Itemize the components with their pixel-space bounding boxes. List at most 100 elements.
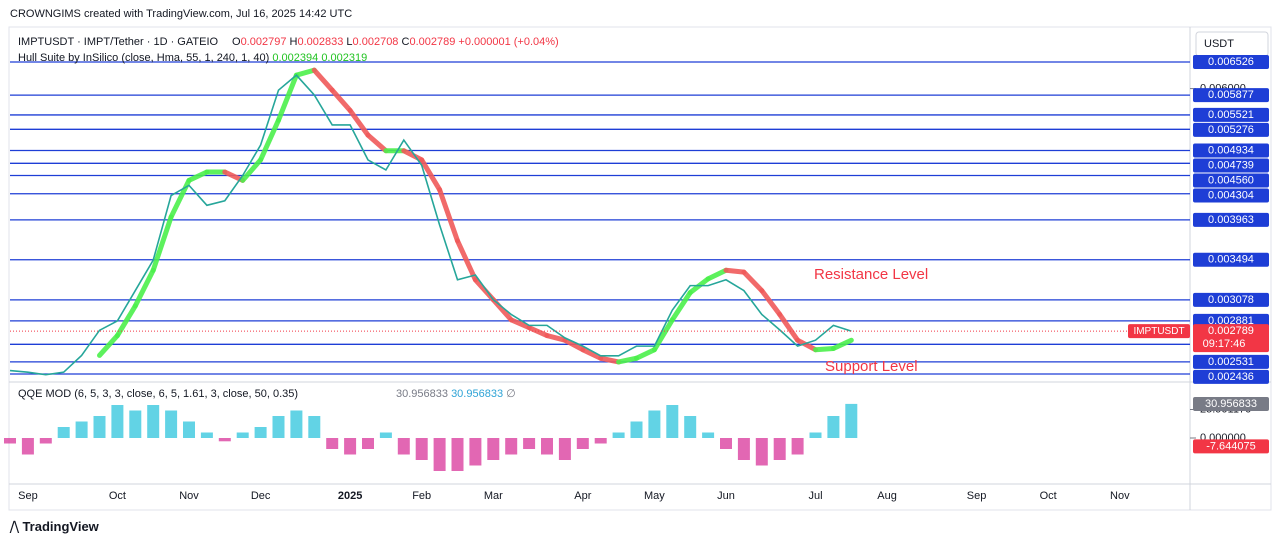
x-tick-label: 2025 xyxy=(338,490,362,502)
x-tick-label: Jul xyxy=(808,490,822,502)
level-label: 0.004304 xyxy=(1208,189,1254,201)
qqe-bar xyxy=(129,410,142,438)
qqe-legend: QQE MOD (6, 5, 3, 3, close, 6, 5, 1.61, … xyxy=(18,388,298,400)
price-line xyxy=(9,74,852,376)
x-tick-label: Oct xyxy=(1040,490,1057,502)
hull-segment xyxy=(723,267,747,275)
qqe-bar xyxy=(773,438,786,460)
level-label-bg xyxy=(1193,88,1269,103)
qqe-bar xyxy=(487,438,500,460)
qqe-bar xyxy=(4,438,16,444)
qqe-bar xyxy=(469,438,482,466)
qqe-bar xyxy=(648,410,661,438)
last-label-bg xyxy=(1193,439,1269,454)
last-label: 30.956833 xyxy=(1205,398,1257,410)
level-label-bg xyxy=(1193,188,1269,203)
level-label-bg xyxy=(1193,212,1269,227)
hull-segment xyxy=(258,117,281,163)
qqe-bar xyxy=(344,438,357,455)
level-label: 0.002881 xyxy=(1208,315,1254,327)
frame xyxy=(8,26,1272,511)
qqe-bar xyxy=(630,421,643,438)
qqe-bar xyxy=(147,405,160,438)
hull-segment xyxy=(598,355,622,365)
qqe-bar xyxy=(791,438,804,455)
level-label: 0.005521 xyxy=(1208,109,1254,121)
level-label: 0.002436 xyxy=(1208,371,1254,383)
ohlc: O0.002797 H0.002833 L0.002708 C0.002789 … xyxy=(232,36,559,48)
hull-segment xyxy=(669,290,693,323)
qqe-bar xyxy=(433,438,446,471)
x-tick-label: Sep xyxy=(18,490,38,502)
hull-segment xyxy=(365,132,389,154)
level-label: 0.005877 xyxy=(1208,89,1254,101)
level-label-bg xyxy=(1193,143,1269,158)
qqe-bar xyxy=(236,432,249,438)
level-label-bg xyxy=(1193,122,1269,137)
level-label-bg xyxy=(1193,158,1269,173)
qqe-bar xyxy=(111,405,124,438)
hull-segment xyxy=(705,267,729,282)
hull-segment xyxy=(132,267,156,309)
last-price: 0.002789 xyxy=(1208,325,1254,337)
qqe-bar xyxy=(75,421,88,438)
level-label-bg xyxy=(1193,292,1269,307)
hull-segment xyxy=(293,67,317,78)
credit: CROWNGIMS created with TradingView.com, … xyxy=(10,8,352,20)
x-tick-label: Dec xyxy=(251,490,271,502)
qqe-bar xyxy=(594,438,607,444)
hull-legend: Hull Suite by InSilico (close, Hma, 55, … xyxy=(18,52,367,64)
hull-segment xyxy=(544,333,568,343)
qqe-bar xyxy=(397,438,410,455)
hull-segment xyxy=(562,337,586,353)
currency[interactable]: USDT xyxy=(1204,38,1234,50)
resistance-label: Resistance Level xyxy=(814,266,928,283)
hull-segment xyxy=(651,317,675,353)
qqe-bar xyxy=(200,432,213,438)
qqe-bar xyxy=(523,438,536,449)
hull-segment xyxy=(634,347,657,361)
x-tick-label: May xyxy=(644,490,665,502)
hull-segment xyxy=(777,311,801,343)
x-tick-label: Oct xyxy=(109,490,126,502)
level-label-bg xyxy=(1193,54,1269,69)
x-tick-label: Nov xyxy=(179,490,199,502)
qqe-bar xyxy=(720,438,732,449)
qqe-bar xyxy=(218,438,231,442)
hull-segment xyxy=(240,157,264,183)
x-tick-label: Aug xyxy=(877,490,897,502)
qqe-bar xyxy=(165,410,178,438)
hull-segment xyxy=(795,337,818,353)
qqe-bar xyxy=(451,438,464,471)
last-name-bg xyxy=(1128,324,1190,339)
x-tick-label: Feb xyxy=(412,490,431,502)
qqe-bar xyxy=(290,410,303,438)
hull-segment xyxy=(114,303,138,339)
level-label-bg xyxy=(1193,173,1269,188)
qqe-bar xyxy=(57,427,70,438)
qqe-bar xyxy=(558,438,571,460)
hull-segment xyxy=(813,346,836,353)
qqe-bar xyxy=(308,416,321,438)
hull-segment xyxy=(455,238,478,283)
last-label-bg xyxy=(1193,396,1269,411)
qqe-bar xyxy=(183,421,195,438)
hull-segment xyxy=(97,333,120,358)
qqe-bar xyxy=(684,416,697,438)
level-label: 0.006526 xyxy=(1208,56,1254,68)
qqe-bar xyxy=(505,438,518,455)
x-tick-label: Apr xyxy=(574,490,591,502)
level-label: 0.003494 xyxy=(1208,254,1254,266)
qqe-bar xyxy=(809,432,822,438)
symbol: IMPTUSDT · IMPT/Tether · 1D · GATEIO xyxy=(18,36,219,48)
level-label-bg xyxy=(1193,369,1269,384)
level-label: 0.005276 xyxy=(1208,124,1254,136)
qqe-bar xyxy=(845,403,858,438)
qqe-bar xyxy=(541,438,553,455)
level-label: 0.003963 xyxy=(1208,214,1254,226)
hull-segment xyxy=(437,187,460,244)
qqe-values: 30.956833 30.956833 ∅ xyxy=(396,388,516,400)
level-label-bg xyxy=(1193,354,1269,369)
level-label: 0.004739 xyxy=(1208,159,1254,171)
